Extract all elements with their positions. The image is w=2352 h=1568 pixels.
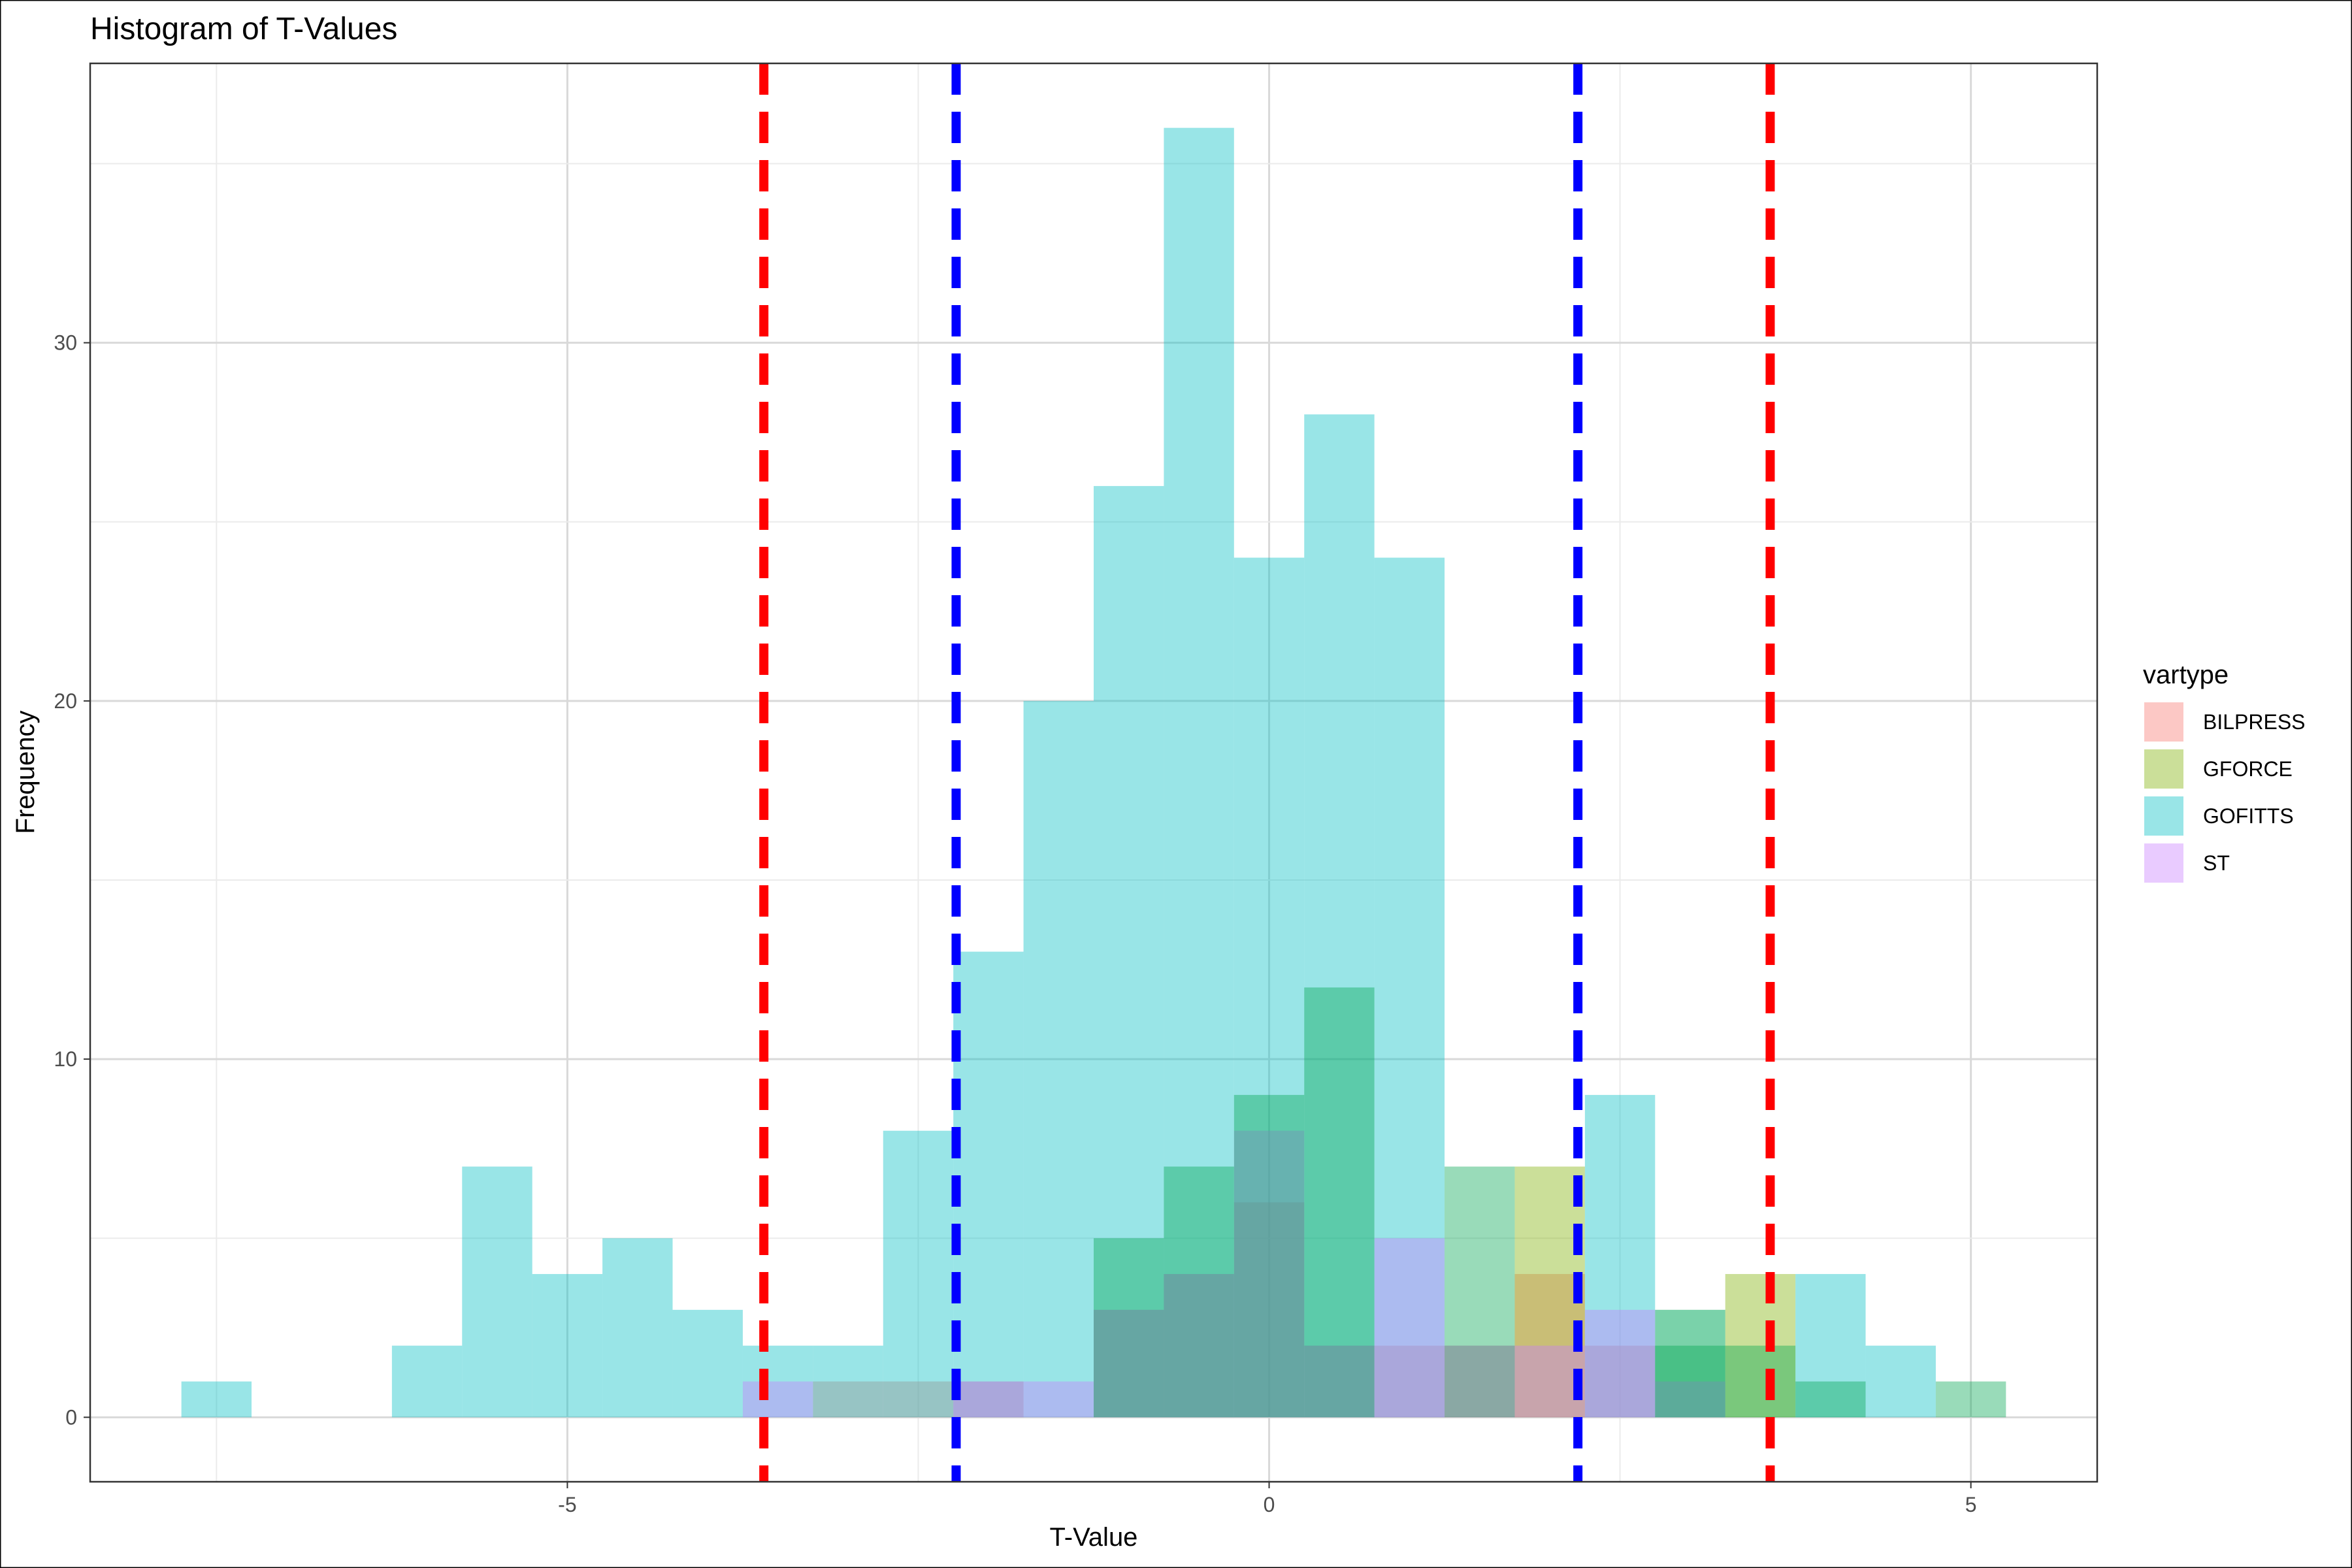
histogram-bar [1445,1345,1515,1418]
series-overlap [1094,987,2006,1418]
histogram-bar [1655,1309,1725,1418]
legend-label: BILPRESS [2203,710,2306,734]
histogram-bar [1233,1130,1305,1418]
histogram-bar [1655,1345,1725,1418]
histogram-bar [1935,1381,2006,1418]
chart-title: Histogram of T-Values [90,12,397,46]
histogram-bar [1514,1166,1585,1418]
histogram-bar [742,1381,813,1418]
histogram-bar [742,1345,813,1418]
legend-label: GOFITTS [2203,804,2294,828]
histogram-bar [1233,1094,1305,1418]
histogram-bars [181,127,2006,1418]
legend-key-background [2143,795,2185,837]
x-tick-label: 5 [1965,1493,1977,1516]
y-tick-label: 0 [65,1405,77,1429]
reference-lines [759,63,1775,1482]
histogram-bar [1164,1274,1234,1418]
y-tick-label: 20 [54,689,77,713]
y-tick-label: 10 [54,1047,77,1071]
series-bilpress [813,1202,1656,1418]
x-tick-label: -5 [558,1493,576,1516]
histogram-bar [1725,1345,1796,1418]
series-st [742,1130,1725,1418]
histogram-bar [1374,1238,1445,1418]
histogram-bar [1094,1238,1164,1418]
legend-swatch [2144,749,2183,789]
legend-item-gforce: GFORCE [2143,748,2293,790]
histogram-bar [672,1309,743,1418]
histogram-bar [953,951,1024,1418]
histogram-bar [462,1166,532,1418]
panel-border [89,62,2099,1483]
histogram-bar [1164,127,1234,1418]
y-tick-label: 30 [54,331,77,355]
legend: vartype BILPRESS GFORCE GOFITTS ST [2143,661,2306,884]
histogram-bar [1164,1166,1234,1418]
legend-key-background [2143,748,2185,790]
legend-swatch [2144,796,2183,836]
histogram-bar [1304,1345,1375,1418]
legend-item-bilpress: BILPRESS [2143,701,2306,743]
histogram-bar [1374,557,1445,1418]
histogram-bar [1655,1381,1725,1418]
histogram-bar [1094,1309,1164,1418]
histogram-bar [1374,1345,1445,1418]
histogram-bar [1094,1309,1164,1418]
series-gofitts [181,127,1936,1418]
legend-item-gofitts: GOFITTS [2143,795,2294,837]
legend-items: BILPRESS GFORCE GOFITTS ST [2143,701,2306,884]
series-gforce [1514,1166,1796,1418]
x-axis-ticks: -5 0 5 [558,1482,1977,1516]
histogram-bar [1233,557,1305,1418]
histogram-bar [1584,1309,1656,1418]
histogram-bar [1514,1345,1585,1418]
histogram-bar [1795,1381,1866,1418]
histogram-bar [1584,1094,1656,1418]
x-axis-label: T-Value [1050,1523,1138,1552]
histogram-bar [1445,1166,1515,1418]
histogram-bar [1164,1274,1234,1418]
histogram-bar [883,1381,954,1418]
histogram-bar [813,1381,883,1418]
legend-swatch [2144,843,2183,883]
histogram-bar [883,1130,954,1418]
histogram-bar [1304,1345,1375,1418]
histogram-bar [813,1345,883,1418]
legend-key-background [2143,842,2185,884]
legend-key-background [2143,701,2185,743]
histogram-bar [602,1238,673,1418]
histogram-bar [953,1381,1024,1418]
histogram-bar [1865,1345,1936,1418]
histogram-bar [1094,485,1164,1418]
legend-item-st: ST [2143,842,2230,884]
histogram-bar [1655,1309,1725,1418]
histogram-bar [1514,1274,1585,1418]
histogram-bar [1023,1381,1094,1418]
histogram-bar [181,1381,252,1418]
legend-label: ST [2203,851,2230,875]
histogram-bar [1023,700,1094,1418]
histogram-bar [953,1381,1024,1418]
histogram-bar [391,1345,463,1418]
histogram-bar [1795,1274,1866,1418]
legend-title: vartype [2143,661,2229,689]
y-axis-label: Frequency [11,711,40,834]
legend-swatch [2144,702,2183,742]
histogram-bar [1584,1345,1656,1418]
histogram-bar [532,1274,603,1418]
y-axis-ticks: 0 10 20 30 [54,331,90,1429]
histogram-bar [1725,1274,1796,1418]
grid-lines [90,63,2097,1482]
histogram-bar [1304,987,1375,1418]
x-tick-label: 0 [1264,1493,1275,1516]
histogram-bar [1445,1345,1515,1418]
histogram-bar [1233,1202,1305,1418]
legend-label: GFORCE [2203,757,2293,781]
histogram-bar [1304,414,1375,1418]
